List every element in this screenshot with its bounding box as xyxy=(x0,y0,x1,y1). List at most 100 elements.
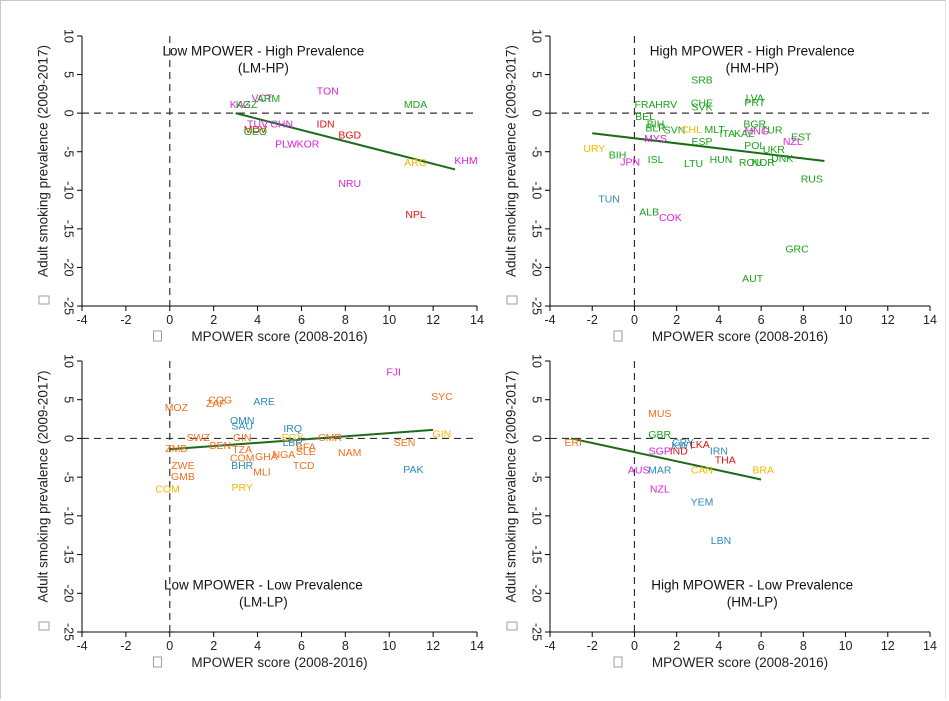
country-point-label: FJI xyxy=(386,366,401,378)
x-tick-label: 8 xyxy=(342,639,349,653)
country-point-label: MAR xyxy=(648,465,672,477)
x-tick-label: 4 xyxy=(254,639,261,653)
x-tick-label: 4 xyxy=(715,313,722,327)
country-point-label: KGZ xyxy=(236,99,258,111)
y-tick-label: -15 xyxy=(530,546,544,564)
country-point-label: ZMB xyxy=(165,443,187,455)
x-tick-label: 0 xyxy=(631,639,638,653)
country-point-label: LTU xyxy=(684,158,703,170)
x-tick-label: 6 xyxy=(758,313,765,327)
country-point-label: KHM xyxy=(454,155,477,167)
country-point-label: NRU xyxy=(338,178,361,190)
x-tick-label: 14 xyxy=(923,639,937,653)
country-point-label: BEL xyxy=(635,111,655,123)
y-tick-label: -25 xyxy=(530,297,544,315)
quadrant-title: Low MPOWER - Low Prevalence xyxy=(164,577,363,592)
x-tick-label: 10 xyxy=(382,313,396,327)
x-tick-label: -2 xyxy=(587,313,598,327)
country-point-label: ESP xyxy=(691,136,712,148)
country-point-label: POL xyxy=(744,140,765,152)
country-point-label: COK xyxy=(659,212,682,224)
x-tick-label: -2 xyxy=(120,313,131,327)
country-point-label: IRN xyxy=(710,445,728,457)
x-tick-label: 6 xyxy=(758,639,765,653)
country-point-label: BHR xyxy=(231,460,254,472)
y-tick-label: 0 xyxy=(62,435,76,442)
y-tick-label: 10 xyxy=(530,29,544,43)
y-tick-label: -15 xyxy=(62,546,76,564)
country-point-label: GRC xyxy=(785,243,809,255)
country-point-label: PRT xyxy=(744,97,765,109)
country-point-label: MLT xyxy=(705,124,726,136)
x-axis-title-box-glyph xyxy=(153,330,162,342)
country-point-label: UKR xyxy=(763,144,786,156)
country-point-label: SVN xyxy=(664,125,686,137)
country-point-label: HRV xyxy=(655,99,677,111)
fitted-trend-line xyxy=(592,132,825,162)
country-point-label: VCT xyxy=(251,92,273,104)
country-point-label: MDV xyxy=(244,124,267,136)
y-tick-label: 5 xyxy=(62,396,76,403)
x-tick-label: 2 xyxy=(210,313,217,327)
y-axis-title: Adult smoking prevalence (2009-2017) xyxy=(504,45,519,277)
country-point-label: BEN xyxy=(209,440,231,452)
country-point-label: GBR xyxy=(648,429,671,441)
country-point-label: BIH xyxy=(609,149,627,161)
y-tick-label: 0 xyxy=(530,435,544,442)
y-tick-label: -5 xyxy=(62,146,76,157)
country-point-label: JPN xyxy=(620,156,640,168)
country-point-label: SGP xyxy=(649,445,671,457)
quadrant-subtitle: (HM-LP) xyxy=(727,594,778,609)
country-point-label: AUS xyxy=(628,465,650,477)
x-tick-label: 10 xyxy=(839,313,853,327)
y-tick-label: -25 xyxy=(62,297,76,315)
country-point-label: LKA xyxy=(690,439,710,451)
x-axis-title-box-glyph xyxy=(153,656,162,668)
country-point-label: RUS xyxy=(801,173,823,185)
country-point-label: TUV xyxy=(247,118,268,130)
y-tick-label: 10 xyxy=(62,29,76,43)
country-point-label: NZL xyxy=(650,483,670,495)
x-tick-label: 12 xyxy=(426,313,440,327)
x-tick-label: 10 xyxy=(382,639,396,653)
country-point-label: AUT xyxy=(742,273,764,285)
y-tick-label: -5 xyxy=(530,472,544,483)
country-point-label: KAZ xyxy=(230,99,251,111)
y-tick-label: -15 xyxy=(530,220,544,238)
y-tick-label: -10 xyxy=(530,507,544,525)
country-point-label: COM xyxy=(230,452,255,464)
country-point-label: SEN xyxy=(394,437,416,449)
country-point-label: DNK xyxy=(771,153,793,165)
country-point-label: BGD xyxy=(338,129,361,141)
quadrant-subtitle: (LM-LP) xyxy=(239,594,288,609)
country-point-label: LBR xyxy=(282,437,303,449)
country-point-label: ROU xyxy=(739,157,762,169)
country-point-label: TZA xyxy=(232,444,252,456)
x-tick-label: -4 xyxy=(76,313,87,327)
country-point-label: ARG xyxy=(404,157,427,169)
y-axis-title: Adult smoking prevalence (2009-2017) xyxy=(36,371,51,603)
fitted-trend-line xyxy=(235,112,456,171)
x-tick-label: 6 xyxy=(298,639,305,653)
country-point-label: CHN xyxy=(270,118,293,130)
country-point-label: YEM xyxy=(691,496,714,508)
country-point-label: MNG xyxy=(745,125,770,137)
y-tick-label: -20 xyxy=(62,584,76,602)
country-point-label: MUS xyxy=(648,408,671,420)
country-point-label: ERI xyxy=(564,437,582,449)
country-point-label: OMN xyxy=(230,415,255,427)
country-point-label: PLW xyxy=(275,139,297,151)
y-tick-label: -25 xyxy=(530,623,544,641)
country-point-label: IRQ xyxy=(283,423,302,435)
y-axis-title-box-glyph xyxy=(506,295,518,305)
country-point-label: KOR xyxy=(297,139,320,151)
country-point-label: LBN xyxy=(711,535,731,547)
y-tick-label: 5 xyxy=(530,71,544,78)
y-tick-label: -20 xyxy=(530,258,544,276)
x-axis-title: MPOWER score (2008-2016) xyxy=(652,329,828,344)
x-axis-title-box-glyph xyxy=(613,656,623,668)
y-tick-label: -10 xyxy=(62,181,76,199)
country-point-label: GEO xyxy=(244,126,267,138)
quadrant-subtitle: (LM-HP) xyxy=(238,60,289,75)
